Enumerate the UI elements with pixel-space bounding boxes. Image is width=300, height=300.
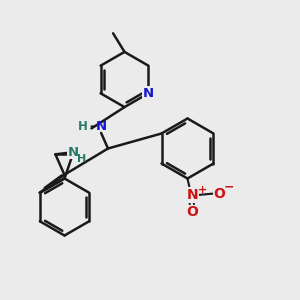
Text: N: N xyxy=(143,87,154,100)
Text: O: O xyxy=(214,187,226,200)
Text: O: O xyxy=(187,206,199,219)
Text: N: N xyxy=(68,146,79,159)
Text: -: - xyxy=(89,120,95,134)
Text: N: N xyxy=(95,120,107,134)
Text: +: + xyxy=(198,184,207,195)
Text: H: H xyxy=(77,154,86,164)
Text: H: H xyxy=(78,120,87,134)
Text: −: − xyxy=(224,180,235,194)
Text: N: N xyxy=(187,188,198,202)
